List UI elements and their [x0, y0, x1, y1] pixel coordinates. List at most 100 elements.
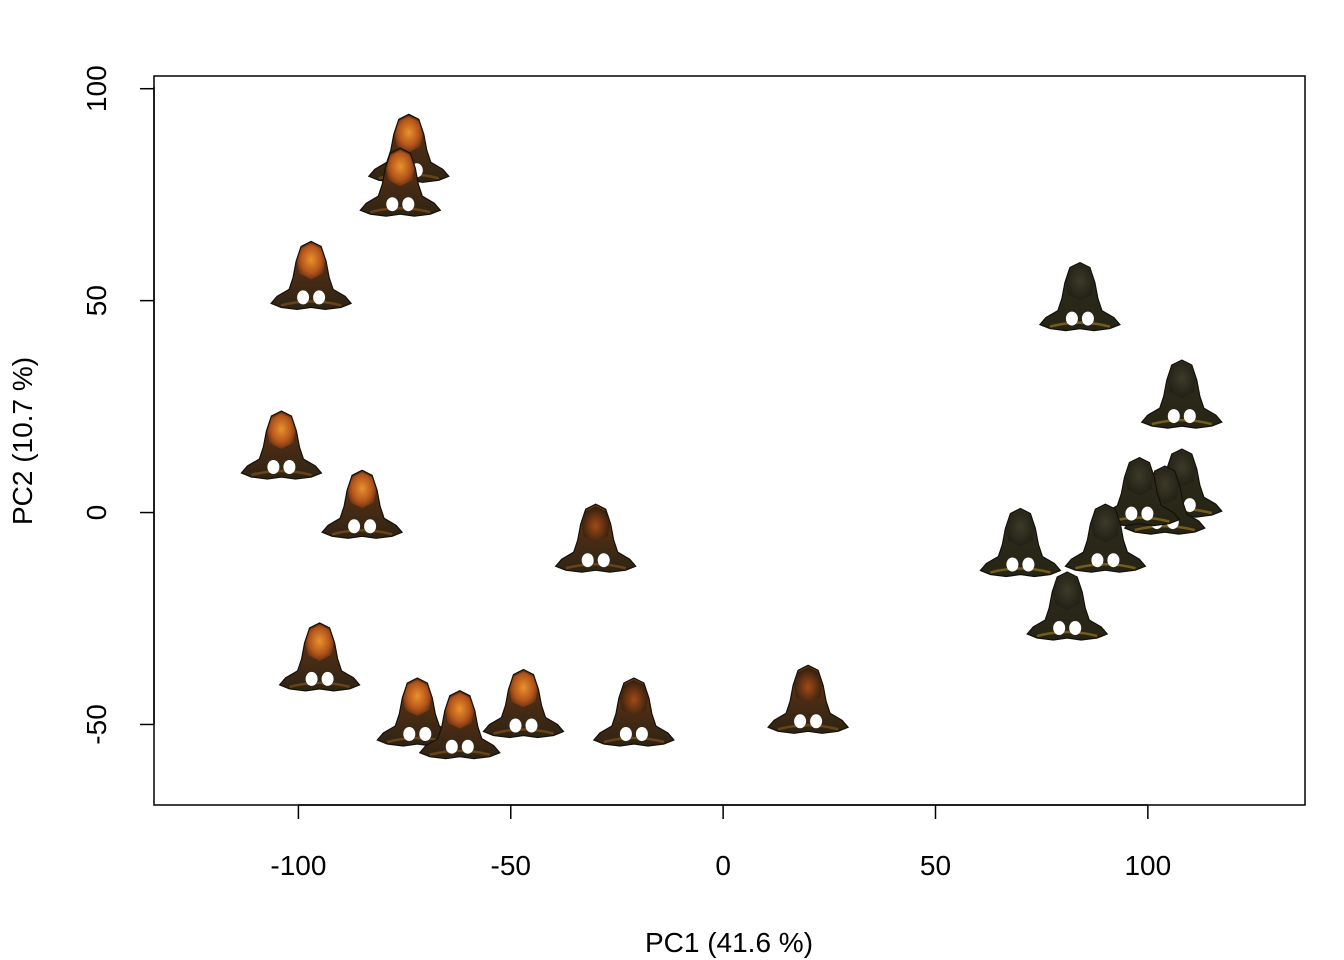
specimen-rim: [493, 728, 554, 735]
specimen-eye-right: [1107, 553, 1120, 568]
data-points: [240, 113, 1223, 760]
specimen-eye-right: [597, 553, 610, 568]
specimen-eye-left: [267, 460, 280, 474]
specimen-head: [1167, 362, 1196, 399]
specimen-rim: [1151, 418, 1213, 426]
specimen-point: [1098, 456, 1181, 527]
specimen-eye-right: [810, 714, 823, 729]
specimen-eye-left: [509, 718, 522, 733]
specimen-rim: [1049, 321, 1111, 328]
plot-frame: [153, 75, 1306, 806]
specimen-eye-left: [305, 671, 318, 686]
specimen-eye-right: [321, 671, 334, 686]
y-tick-label: 50: [81, 285, 112, 316]
specimen-eye-left: [445, 739, 458, 754]
specimen-point: [1026, 571, 1109, 641]
specimen-point: [270, 240, 353, 311]
specimen-eye-left: [794, 714, 807, 729]
specimen-eye-right: [283, 460, 296, 474]
specimen-head: [581, 506, 610, 543]
specimen-eye-left: [619, 727, 632, 741]
specimen-eye-left: [386, 197, 399, 212]
x-tick-label: -100: [270, 850, 326, 881]
specimen-rim: [289, 681, 350, 689]
y-tick-label: 100: [81, 65, 112, 112]
specimen-point: [767, 664, 850, 734]
specimen-point: [592, 677, 675, 747]
specimen-rim: [603, 736, 665, 744]
specimen-head: [297, 243, 326, 280]
specimen-rim: [990, 567, 1051, 574]
specimen-head: [1091, 506, 1120, 543]
specimen-rim: [369, 206, 431, 214]
specimen-eye-left: [1125, 506, 1138, 521]
y-tick-label: 0: [81, 505, 112, 521]
specimen-eye-right: [461, 739, 474, 754]
specimen-point: [1038, 261, 1121, 332]
specimen-rim: [1134, 524, 1196, 532]
specimen-point: [482, 668, 565, 739]
specimen-point: [1140, 359, 1223, 429]
specimen-head: [1053, 574, 1082, 610]
specimen-rim: [1075, 562, 1136, 570]
y-axis: -50 0 50 100: [81, 65, 155, 745]
specimen-eye-right: [313, 290, 326, 305]
specimen-rim: [429, 749, 491, 756]
specimen-eye-left: [1091, 553, 1104, 568]
specimen-head: [445, 692, 474, 729]
specimen-point: [240, 410, 323, 480]
specimen-eye-left: [403, 727, 416, 741]
y-tick-label: -50: [81, 704, 112, 744]
x-tick-label: -50: [491, 850, 531, 881]
specimen-eye-right: [525, 718, 538, 733]
specimen-eye-left: [581, 553, 594, 568]
specimen-head: [794, 667, 823, 704]
specimen-head: [403, 680, 432, 716]
specimen-point: [554, 503, 637, 573]
x-axis-title: PC1 (41.6 %): [645, 927, 813, 958]
specimen-point: [278, 622, 361, 692]
specimen-head: [348, 472, 377, 509]
specimen-eye-right: [419, 727, 432, 741]
specimen-point: [418, 690, 501, 760]
specimen-eye-right: [1081, 311, 1094, 326]
specimen-point: [359, 147, 442, 217]
specimen-head: [1006, 510, 1035, 547]
specimen-head: [305, 624, 334, 661]
specimen-point: [979, 507, 1062, 578]
specimen-rim: [565, 562, 627, 570]
specimen-eye-right: [1069, 621, 1082, 635]
specimen-head: [619, 680, 648, 716]
specimen-head: [1065, 264, 1094, 301]
x-axis: -100 -50 0 50 100: [270, 804, 1171, 881]
x-tick-label: 50: [920, 850, 951, 881]
specimen-eye-left: [297, 290, 310, 305]
specimen-head: [509, 671, 538, 708]
specimen-point: [321, 469, 404, 539]
specimen-point: [376, 677, 459, 747]
specimen-eye-right: [1183, 498, 1196, 513]
specimen-rim: [331, 529, 393, 536]
specimen-point: [1064, 503, 1147, 573]
y-axis-title: PC2 (10.7 %): [7, 357, 38, 525]
specimen-eye-right: [1141, 506, 1154, 521]
specimen-head: [267, 413, 296, 449]
specimen-head: [1125, 459, 1154, 496]
specimen-rim: [251, 469, 312, 477]
specimen-eye-right: [402, 197, 415, 212]
specimen-eye-right: [635, 727, 648, 741]
specimen-head: [386, 150, 415, 187]
specimen-eye-left: [1065, 311, 1078, 326]
specimen-eye-left: [1167, 409, 1180, 424]
x-tick-label: 100: [1124, 850, 1171, 881]
specimen-eye-left: [1053, 621, 1066, 635]
specimen-rim: [280, 300, 342, 307]
specimen-eye-right: [1183, 409, 1196, 424]
specimen-eye-right: [1022, 557, 1035, 572]
specimen-eye-right: [364, 519, 377, 534]
specimen-rim: [777, 724, 839, 731]
specimen-rim: [1036, 630, 1098, 638]
specimen-eye-left: [1006, 557, 1019, 572]
specimen-eye-left: [348, 519, 361, 534]
